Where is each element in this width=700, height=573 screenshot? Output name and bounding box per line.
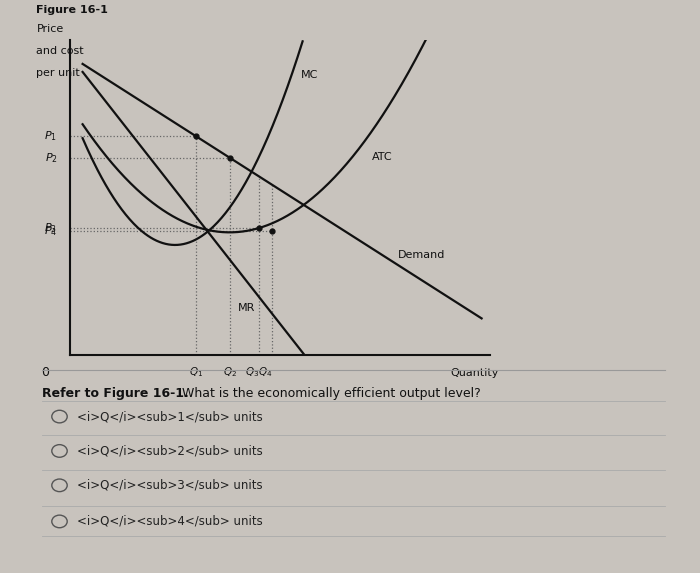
Text: Figure 16-1: Figure 16-1 [36,5,108,15]
Text: Quantity: Quantity [450,368,498,378]
Text: <i>Q</i><sub>4</sub> units: <i>Q</i><sub>4</sub> units [77,515,262,528]
Text: MC: MC [301,70,318,80]
Text: MR: MR [238,303,256,313]
Text: $Q_2$: $Q_2$ [223,366,237,379]
Text: Refer to Figure 16-1.: Refer to Figure 16-1. [42,387,189,400]
Text: $Q_1$: $Q_1$ [189,366,203,379]
Text: per unit: per unit [36,68,80,78]
Text: Price: Price [36,24,64,34]
Text: <i>Q</i><sub>1</sub> units: <i>Q</i><sub>1</sub> units [77,410,262,423]
Text: <i>Q</i><sub>3</sub> units: <i>Q</i><sub>3</sub> units [77,479,262,492]
Text: $P_4$: $P_4$ [44,224,57,238]
Text: 0: 0 [41,366,49,379]
Text: $P_1$: $P_1$ [45,129,57,143]
Text: What is the economically efficient output level?: What is the economically efficient outpu… [178,387,482,400]
Text: $P_3$: $P_3$ [44,221,57,235]
Text: $P_2$: $P_2$ [45,151,57,164]
Text: and cost: and cost [36,46,84,56]
Text: Demand: Demand [398,250,445,260]
Text: <i>Q</i><sub>2</sub> units: <i>Q</i><sub>2</sub> units [77,445,262,457]
Text: ATC: ATC [372,152,393,162]
Text: $Q_3Q_4$: $Q_3Q_4$ [245,366,273,379]
